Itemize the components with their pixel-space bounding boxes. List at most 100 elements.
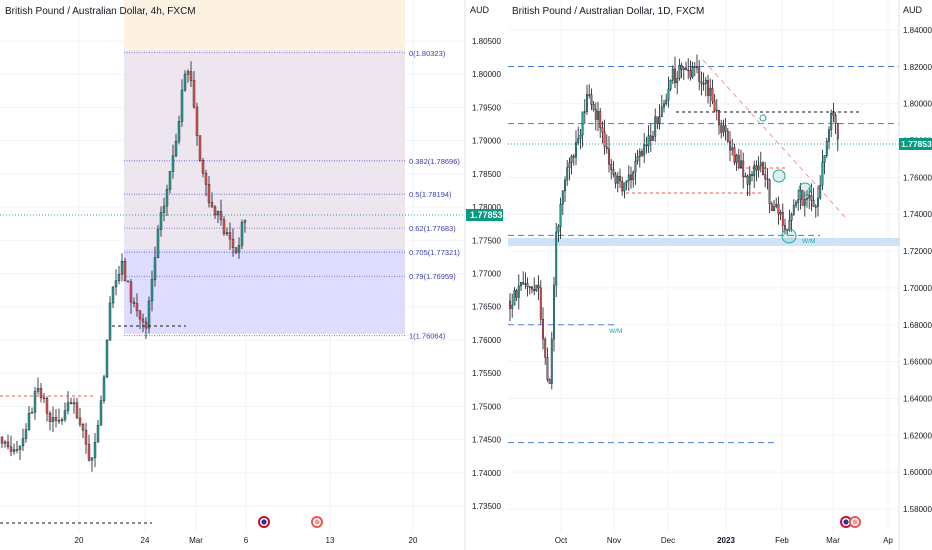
left-candle-body bbox=[36, 388, 40, 392]
right-candle-body bbox=[667, 88, 670, 101]
right-candle-body bbox=[623, 182, 626, 192]
left-candle-body bbox=[15, 449, 19, 451]
right-candle-body bbox=[674, 68, 676, 84]
right-event-icon-au[interactable] bbox=[849, 516, 861, 528]
right-y-tick: 1.70000 bbox=[903, 284, 932, 293]
left-candle-body bbox=[108, 302, 112, 341]
right-candle-body bbox=[610, 164, 613, 170]
right-x-tick: Nov bbox=[607, 536, 621, 545]
left-x-tick: 24 bbox=[141, 536, 150, 545]
right-candle-body bbox=[711, 87, 714, 102]
right-candle-body bbox=[515, 290, 518, 298]
right-candle-body bbox=[553, 284, 555, 340]
right-candle-body bbox=[792, 205, 795, 215]
right-candle-body bbox=[542, 319, 544, 340]
right-candle-body bbox=[812, 200, 815, 207]
right-candle-body bbox=[746, 175, 749, 185]
right-candle-body bbox=[663, 103, 665, 108]
left-candle-body bbox=[123, 261, 127, 282]
pattern-marker-2 bbox=[781, 228, 797, 244]
right-candle-body bbox=[581, 111, 584, 136]
right-event-icon-uk[interactable] bbox=[840, 516, 852, 528]
right-candle-body bbox=[737, 154, 740, 169]
left-axis-unit: AUD bbox=[470, 5, 490, 15]
left-event-icon-au[interactable] bbox=[311, 516, 323, 528]
left-candle-body bbox=[24, 429, 28, 439]
right-candle-body bbox=[687, 69, 690, 72]
right-candle-body bbox=[698, 67, 701, 82]
left-candle-body bbox=[243, 220, 247, 223]
right-chart-title: British Pound / Australian Dollar, 1D, F… bbox=[512, 6, 704, 17]
left-chart-title: British Pound / Australian Dollar, 4h, F… bbox=[5, 6, 196, 17]
left-candle-body bbox=[156, 229, 160, 258]
left-candle-body bbox=[111, 286, 115, 304]
right-candle-body bbox=[597, 111, 599, 120]
left-candle-body bbox=[75, 402, 79, 419]
right-candle-body bbox=[821, 162, 824, 186]
right-candle-body bbox=[836, 123, 839, 140]
right-horizontal-levels bbox=[508, 65, 899, 444]
left-candle-body bbox=[201, 160, 205, 174]
right-candle-body bbox=[544, 338, 547, 358]
right-x-tick: Mar bbox=[826, 536, 840, 545]
right-candle-body bbox=[823, 155, 826, 163]
right-candle-body bbox=[652, 136, 654, 141]
right-chart-pane[interactable]: W/M W/M British Pound / Australian Dolla… bbox=[508, 0, 900, 532]
left-candle-body bbox=[6, 441, 10, 448]
left-y-tick: 1.78500 bbox=[472, 170, 501, 179]
left-y-tick: 1.75500 bbox=[472, 369, 501, 378]
right-price-badge bbox=[899, 138, 932, 150]
right-candle-body bbox=[658, 116, 661, 124]
right-candle-body bbox=[693, 66, 696, 68]
left-candle-body bbox=[18, 445, 22, 450]
right-candle-body bbox=[810, 195, 813, 201]
left-candle-body bbox=[216, 211, 220, 216]
right-y-tick: 1.76000 bbox=[903, 173, 932, 182]
right-candle-body bbox=[797, 199, 800, 203]
right-candle-body bbox=[676, 78, 679, 84]
left-price-badge-text: 1.77853 bbox=[470, 210, 503, 220]
right-candle-body bbox=[557, 226, 560, 233]
right-candle-body bbox=[669, 80, 672, 90]
left-x-tick: 6 bbox=[244, 536, 249, 545]
right-y-tick: 1.66000 bbox=[903, 358, 932, 367]
right-candle-body bbox=[768, 179, 771, 205]
right-candle-body bbox=[583, 111, 586, 113]
left-candle-body bbox=[135, 303, 139, 312]
left-x-tick: 13 bbox=[326, 536, 335, 545]
right-candle-body bbox=[566, 167, 569, 181]
left-candle-body bbox=[207, 184, 211, 203]
right-candle-body bbox=[619, 176, 621, 182]
right-candle-body bbox=[513, 290, 516, 306]
fib-level-label: 0.79(1.76959) bbox=[409, 272, 456, 281]
right-candle-body bbox=[577, 138, 580, 143]
right-candle-body bbox=[612, 169, 615, 175]
right-candle-body bbox=[773, 206, 775, 212]
right-candle-body bbox=[625, 180, 628, 183]
right-candle-body bbox=[665, 99, 668, 104]
right-candle-body bbox=[509, 300, 511, 309]
left-y-tick: 1.80500 bbox=[472, 37, 501, 46]
right-candle-body bbox=[632, 171, 635, 181]
right-candle-body bbox=[764, 174, 767, 180]
right-price-axis[interactable]: AUD 1.840001.820001.800001.780001.760001… bbox=[898, 0, 932, 550]
left-price-axis[interactable]: AUD 1.805001.800001.795001.790001.785001… bbox=[464, 0, 503, 550]
right-candle-body bbox=[748, 174, 751, 185]
right-candle-body bbox=[751, 174, 753, 176]
left-y-tick: 1.73500 bbox=[472, 502, 501, 511]
left-candle-body bbox=[96, 425, 100, 443]
right-candle-body bbox=[740, 160, 742, 169]
right-candle-body bbox=[808, 195, 811, 199]
left-candle-body bbox=[147, 300, 151, 329]
left-chart-pane[interactable]: 0(1.80323) 0.382(1.78696) 0.5(1.78194) 0.62… bbox=[0, 0, 465, 532]
left-event-icon-uk[interactable] bbox=[258, 516, 270, 528]
right-candle-body bbox=[713, 100, 716, 111]
right-candle-body bbox=[819, 184, 822, 199]
right-candle-body bbox=[528, 286, 531, 289]
left-candle-body bbox=[231, 238, 235, 248]
left-candle-body bbox=[237, 245, 241, 253]
right-candle-body bbox=[568, 162, 571, 168]
right-y-tick: 1.68000 bbox=[903, 321, 932, 330]
right-candle-body bbox=[795, 202, 797, 206]
left-y-tick: 1.74000 bbox=[472, 469, 501, 478]
